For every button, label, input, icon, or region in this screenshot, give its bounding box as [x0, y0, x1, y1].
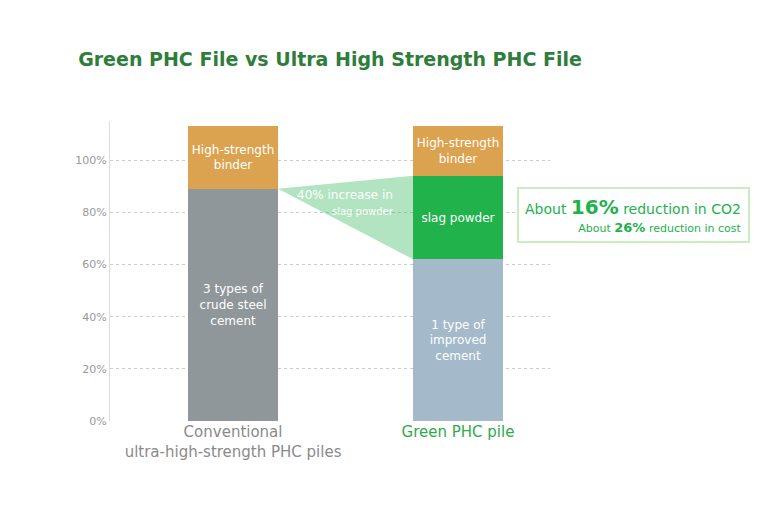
- svg-text:High-strengthbinder: High-strengthbinder: [192, 143, 274, 173]
- svg-text:Green PHC pile: Green PHC pile: [402, 423, 515, 441]
- svg-text:20%: 20%: [82, 363, 106, 376]
- svg-text:80%: 80%: [82, 206, 106, 219]
- svg-text:High-strengthbinder: High-strengthbinder: [417, 136, 499, 166]
- svg-text:60%: 60%: [82, 258, 106, 271]
- svg-text:1 type ofimprovedcement: 1 type ofimprovedcement: [430, 318, 487, 363]
- svg-text:100%: 100%: [75, 154, 106, 167]
- svg-text:Conventionalultra-high-strengt: Conventionalultra-high-strength PHC pile…: [125, 423, 342, 461]
- svg-text:40% increase inslag powder: 40% increase inslag powder: [297, 188, 394, 217]
- svg-text:40%: 40%: [82, 311, 106, 324]
- svg-text:slag powder: slag powder: [421, 211, 494, 225]
- svg-text:0%: 0%: [89, 415, 106, 428]
- svg-text:About 16% reduction in CO2Abou: About 16% reduction in CO2About 26% redu…: [525, 195, 742, 235]
- svg-text:Green PHC File vs Ultra High S: Green PHC File vs Ultra High Strength PH…: [78, 48, 582, 70]
- svg-text:3 types ofcrude steelcement: 3 types ofcrude steelcement: [200, 282, 267, 327]
